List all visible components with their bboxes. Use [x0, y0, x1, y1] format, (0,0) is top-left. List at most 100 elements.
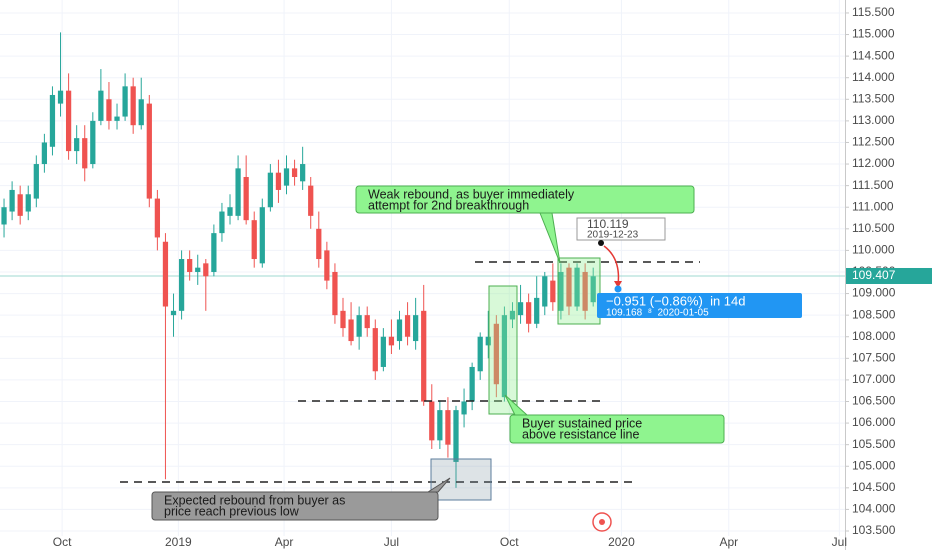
- candle-body: [219, 211, 225, 234]
- range-box: [597, 293, 802, 318]
- grid: [0, 0, 845, 536]
- candle-body: [461, 401, 467, 415]
- candle-body: [114, 116, 120, 121]
- x-tick-label: Apr: [275, 535, 294, 549]
- candle-body: [477, 336, 483, 372]
- candle-body: [542, 276, 548, 307]
- candle-body: [388, 336, 395, 346]
- candle-body: [227, 207, 233, 216]
- y-tick-label: 112.000: [852, 156, 895, 170]
- range-end: 109.168 ⁸ 2020-01-05: [606, 308, 709, 319]
- y-tick-label: 104.500: [852, 480, 896, 494]
- candle-body: [348, 319, 354, 342]
- last-price-label: 109.407: [852, 268, 896, 282]
- x-tick-label: Apr: [719, 535, 738, 549]
- candle-body: [211, 233, 217, 272]
- candle-body: [445, 410, 451, 445]
- range-start-dot: [598, 240, 604, 246]
- candle-body: [122, 86, 128, 117]
- candle-body: [340, 310, 346, 329]
- drawings: Weak rebound, as buyer immediately attem…: [120, 185, 802, 532]
- range-start-price: 110.119: [587, 217, 629, 231]
- y-tick-label: 115.000: [852, 27, 895, 41]
- candle-body: [41, 142, 48, 165]
- candle-body: [396, 319, 403, 342]
- candle-body: [582, 271, 588, 311]
- candle-body: [33, 164, 39, 199]
- x-tick-label: 2020: [608, 535, 635, 549]
- callout-text: Expected rebound from buyer as: [164, 493, 345, 507]
- x-tick-label: Oct: [500, 535, 519, 549]
- candle-body: [146, 103, 152, 199]
- candle-body: [90, 120, 96, 165]
- candle-body: [243, 177, 249, 221]
- range-start-box: [576, 217, 666, 241]
- candle-body: [195, 267, 201, 272]
- callout-text: price reach previous low: [164, 504, 300, 518]
- y-tick-label: 111.000: [852, 199, 894, 213]
- candle-body: [235, 168, 241, 216]
- candle-body: [501, 315, 508, 398]
- last-price-box: [846, 267, 932, 284]
- candle-body: [57, 90, 64, 104]
- y-tick-label: 113.500: [852, 91, 895, 105]
- y-tick-label: 110.500: [852, 221, 895, 235]
- x-tick-label: Oct: [53, 535, 72, 549]
- callout: [151, 491, 439, 521]
- y-tick-label: 108.000: [852, 329, 896, 343]
- candle-body: [1, 207, 7, 225]
- candle-body: [526, 302, 532, 324]
- candle-body: [372, 328, 378, 372]
- y-tick-label: 107.500: [852, 350, 896, 364]
- candle-body: [283, 168, 290, 186]
- callout-text: attempt for 2nd breakthrough: [368, 198, 529, 212]
- x-tick-label: 2019: [165, 535, 192, 549]
- candle-body: [364, 315, 370, 329]
- candle-body: [130, 86, 136, 126]
- candle-body: [203, 263, 209, 277]
- highlight-box: [557, 257, 601, 325]
- callout: [355, 185, 695, 214]
- candle-body: [82, 138, 88, 169]
- callout-text: Weak rebound, as buyer immediately: [368, 187, 575, 201]
- candle-body: [574, 267, 580, 307]
- x-tick-label: Jul: [384, 535, 399, 549]
- candle-body: [162, 241, 169, 307]
- candle-body: [170, 310, 177, 316]
- candle-body: [453, 410, 459, 462]
- y-tick-label: 106.500: [852, 394, 896, 408]
- candle-body: [25, 194, 31, 212]
- candles: [1, 32, 596, 488]
- candle-body: [9, 189, 15, 212]
- candle-body: [324, 250, 330, 281]
- candle-body: [316, 228, 322, 260]
- y-tick-label: 109.000: [852, 286, 896, 300]
- candle-body: [413, 315, 419, 342]
- candle-body: [138, 99, 144, 126]
- y-tick-label: 114.000: [852, 70, 895, 84]
- candle-body: [275, 172, 282, 190]
- axes: 103.500 104.000 104.500 105.000 105.500 106.0…: [53, 5, 932, 549]
- candle-body: [590, 276, 596, 303]
- candle-body: [154, 198, 161, 238]
- range-change: −0.951 (−0.86%) in 14d: [606, 293, 746, 308]
- x-tick-label: Jul: [832, 535, 847, 549]
- range-start-date: 2019-12-23: [587, 230, 639, 241]
- candle-body: [291, 168, 298, 178]
- y-tick-label: 110.000: [852, 243, 895, 257]
- candle-body: [259, 207, 265, 264]
- y-tick-label: 107.000: [852, 372, 896, 386]
- candle-body: [534, 297, 540, 324]
- y-tick-label: 114.500: [852, 48, 895, 62]
- candle-body: [251, 220, 257, 260]
- candle-body: [404, 315, 411, 337]
- candle-body: [509, 310, 516, 320]
- highlight-box: [488, 285, 518, 415]
- candle-body: [421, 310, 427, 402]
- candle-body: [49, 94, 56, 147]
- candle-body: [558, 271, 564, 311]
- y-tick-label: 108.500: [852, 307, 896, 321]
- range-end-dot: [614, 285, 622, 293]
- candle-body: [300, 164, 306, 182]
